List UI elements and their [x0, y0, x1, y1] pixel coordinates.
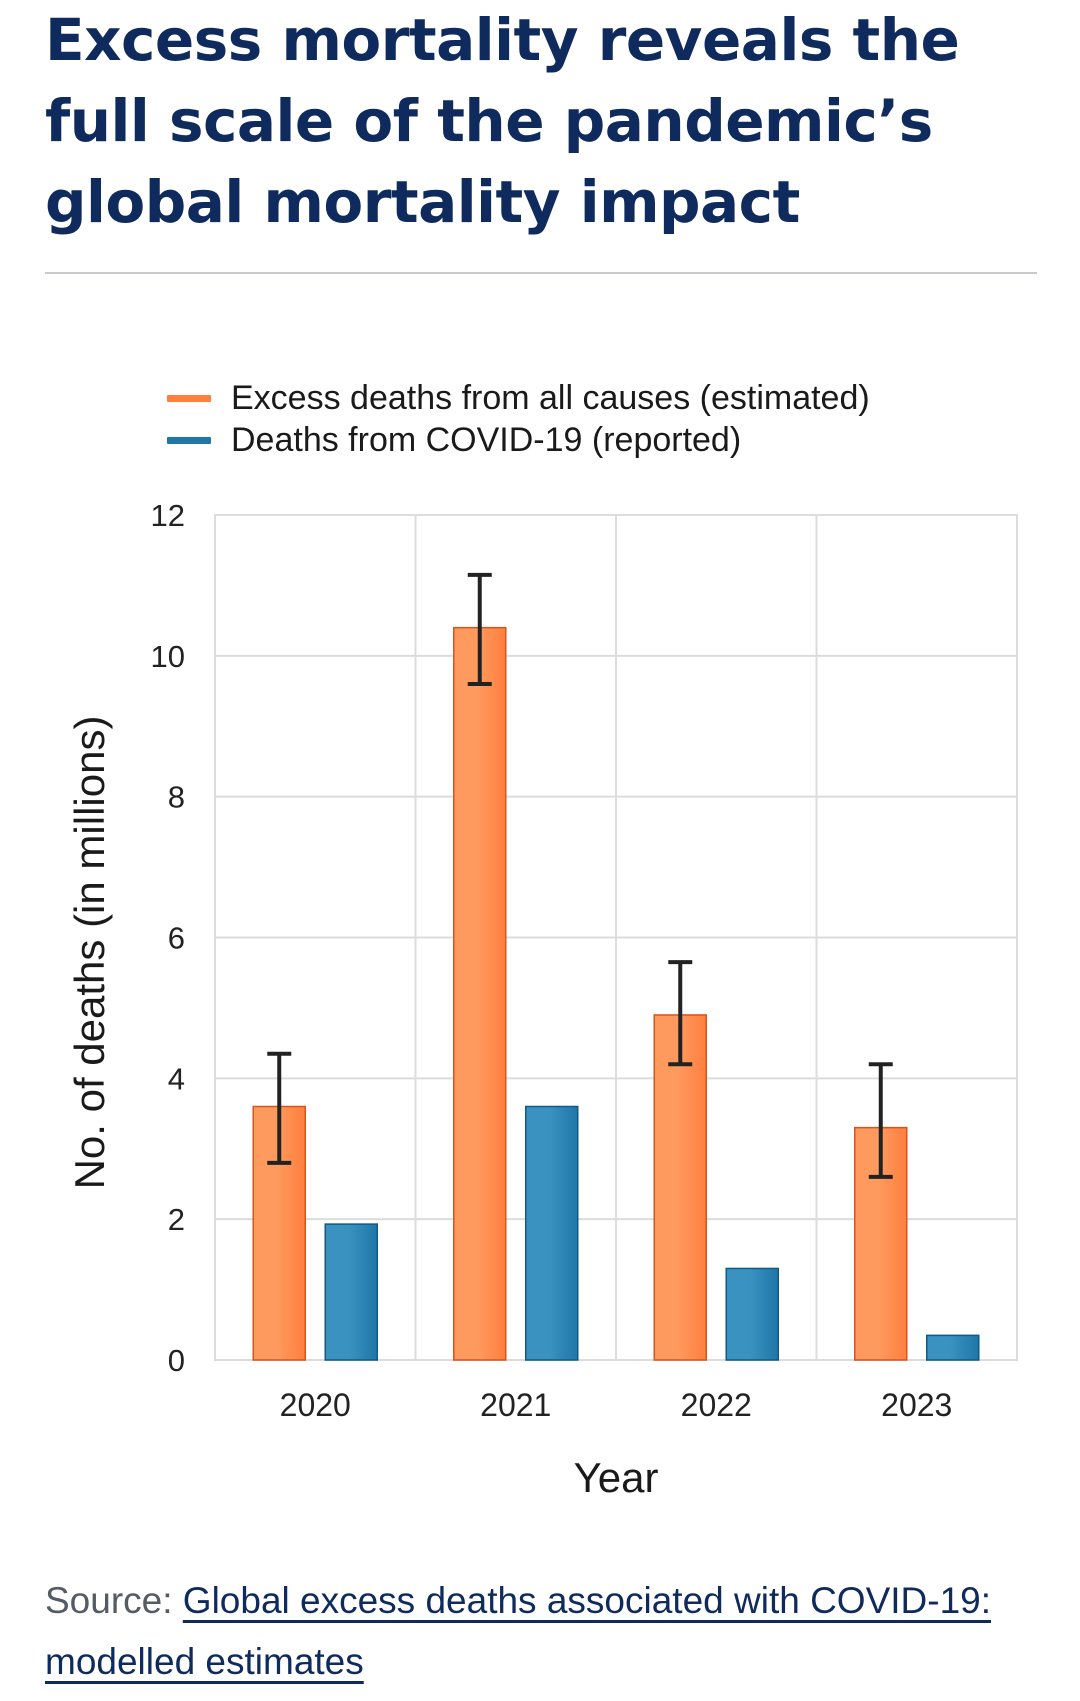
bar-covid-2022: [725, 1267, 779, 1361]
error-bar-2021: [467, 572, 492, 686]
source-note: Source: Global excess deaths associated …: [45, 1570, 1045, 1692]
source-prefix: Source:: [45, 1580, 183, 1621]
error-bar-2020: [267, 1051, 292, 1165]
legend-swatch-covid: [167, 436, 211, 444]
legend-item-covid: Deaths from COVID-19 (reported): [167, 419, 870, 461]
bar-covid-2021: [525, 1105, 579, 1361]
x-tick-label: 2023: [881, 1387, 952, 1423]
source-link[interactable]: Global excess deaths associated with COV…: [45, 1580, 992, 1682]
legend-swatch-excess: [167, 394, 211, 402]
bar-excess-2022: [653, 1014, 707, 1361]
bar-covid-2023: [926, 1334, 980, 1361]
title-divider: [45, 272, 1037, 274]
legend-item-excess: Excess deaths from all causes (estimated…: [167, 377, 870, 419]
x-tick-label: 2021: [480, 1387, 551, 1423]
chart-title: Excess mortality reveals the full scale …: [45, 6, 960, 236]
y-axis-title: No. of deaths (in millions): [66, 716, 113, 1190]
y-tick-label: 4: [168, 1061, 185, 1096]
x-tick-label: 2020: [280, 1387, 351, 1423]
y-tick-label: 6: [168, 921, 185, 956]
bar-covid-2020: [324, 1223, 378, 1361]
y-tick-label: 0: [168, 1343, 185, 1378]
error-bar-2023: [868, 1062, 893, 1179]
legend: Excess deaths from all causes (estimated…: [167, 377, 870, 461]
x-tick-label: 2022: [681, 1387, 752, 1423]
y-tick-label: 12: [151, 498, 185, 533]
y-tick-label: 8: [168, 780, 185, 815]
bar-excess-2021: [453, 626, 507, 1361]
legend-label-covid: Deaths from COVID-19 (reported): [231, 420, 742, 459]
legend-label-excess: Excess deaths from all causes (estimated…: [231, 378, 870, 417]
y-tick-label: 2: [168, 1202, 185, 1237]
bar-chart: 0 2 4 6 8 10 12 2020 2021 2022 2023 Year No. of deat…: [66, 498, 1018, 1501]
x-axis-title: Year: [574, 1454, 659, 1501]
error-bar-2022: [668, 960, 693, 1067]
y-tick-label: 10: [151, 639, 185, 674]
